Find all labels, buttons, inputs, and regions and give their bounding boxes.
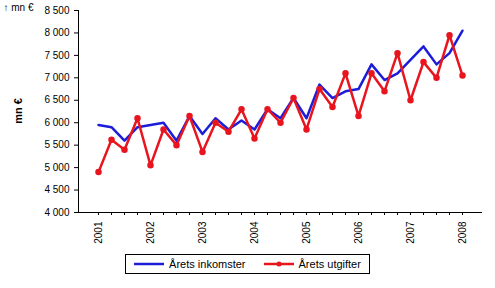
svg-text:6 500: 6 500 xyxy=(44,94,69,105)
svg-text:2005: 2005 xyxy=(301,221,312,244)
svg-text:2008: 2008 xyxy=(457,221,468,244)
svg-text:4 500: 4 500 xyxy=(44,184,69,195)
svg-text:2001: 2001 xyxy=(93,221,104,244)
svg-text:6 000: 6 000 xyxy=(44,117,69,128)
svg-text:8 000: 8 000 xyxy=(44,27,69,38)
svg-text:2007: 2007 xyxy=(405,221,416,244)
svg-text:7 000: 7 000 xyxy=(44,72,69,83)
svg-text:↑ mn €: ↑ mn € xyxy=(4,2,34,13)
html-text:Årets utgifter: Årets utgifter xyxy=(298,258,361,270)
svg-text:2003: 2003 xyxy=(197,221,208,244)
svg-text:4 000: 4 000 xyxy=(44,207,69,218)
svg-text:8 500: 8 500 xyxy=(44,5,69,16)
svg-text:2006: 2006 xyxy=(353,221,364,244)
svg-text:mn €: mn € xyxy=(12,98,24,124)
svg-text:7 500: 7 500 xyxy=(44,50,69,61)
html-text:Årets inkomster: Årets inkomster xyxy=(169,258,246,270)
svg-text:2002: 2002 xyxy=(145,221,156,244)
svg-text:5 000: 5 000 xyxy=(44,162,69,173)
svg-text:5 500: 5 500 xyxy=(44,139,69,150)
svg-text:2004: 2004 xyxy=(249,221,260,244)
